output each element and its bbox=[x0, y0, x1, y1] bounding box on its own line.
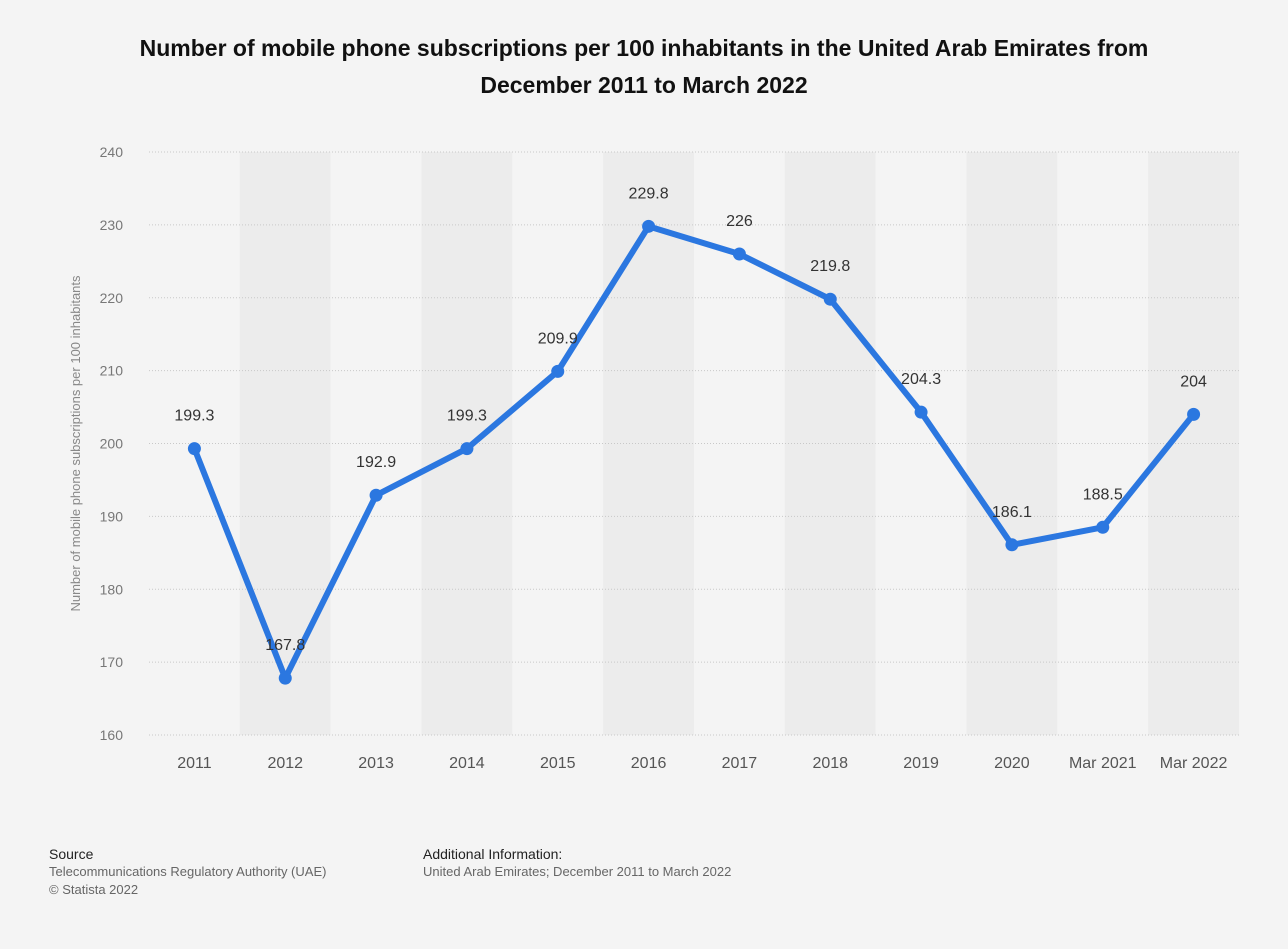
column-band bbox=[966, 152, 1058, 735]
y-tick-label: 190 bbox=[100, 508, 124, 524]
x-tick-label: Mar 2021 bbox=[1069, 755, 1137, 772]
data-label: 226 bbox=[726, 213, 753, 230]
data-label: 204 bbox=[1180, 373, 1207, 390]
x-tick-label: 2017 bbox=[722, 755, 758, 772]
y-tick-label: 160 bbox=[100, 727, 124, 743]
y-tick-label: 210 bbox=[100, 363, 124, 379]
data-label: 204.3 bbox=[901, 371, 941, 388]
data-point bbox=[460, 442, 474, 456]
source-heading: Source bbox=[49, 846, 94, 862]
source-text: Telecommunications Regulatory Authority … bbox=[49, 864, 327, 879]
data-label: 219.8 bbox=[810, 258, 850, 275]
data-point bbox=[914, 405, 928, 419]
data-point bbox=[732, 247, 746, 261]
chart-title: Number of mobile phone subscriptions per… bbox=[139, 35, 1149, 98]
additional-info-block: Additional Information: United Arab Emir… bbox=[423, 845, 731, 881]
x-tick-label: 2020 bbox=[994, 755, 1030, 772]
x-tick-label: 2012 bbox=[267, 755, 303, 772]
column-band bbox=[603, 152, 694, 735]
column-band bbox=[330, 152, 422, 735]
y-tick-label: 240 bbox=[100, 144, 124, 160]
data-label: 229.8 bbox=[629, 185, 669, 202]
x-tick-label: 2016 bbox=[631, 755, 667, 772]
data-label: 186.1 bbox=[992, 504, 1032, 521]
data-point bbox=[1005, 538, 1019, 552]
data-label: 209.9 bbox=[538, 330, 578, 347]
y-tick-label: 180 bbox=[100, 581, 124, 597]
data-label: 188.5 bbox=[1083, 486, 1123, 503]
y-tick-label: 200 bbox=[100, 436, 124, 452]
copyright-text: © Statista 2022 bbox=[49, 882, 139, 897]
x-tick-label: 2019 bbox=[903, 755, 939, 772]
x-tick-label: Mar 2022 bbox=[1160, 755, 1228, 772]
y-tick-label: 220 bbox=[100, 290, 124, 306]
x-tick-label: 2011 bbox=[177, 755, 212, 772]
additional-info-text: United Arab Emirates; December 2011 to M… bbox=[423, 864, 732, 879]
data-point bbox=[278, 671, 292, 685]
data-label: 192.9 bbox=[356, 454, 396, 471]
x-tick-label: 2013 bbox=[358, 755, 394, 772]
y-tick-label: 170 bbox=[100, 654, 124, 670]
data-label: 167.8 bbox=[265, 637, 305, 654]
x-tick-label: 2018 bbox=[812, 755, 848, 772]
x-tick-label: 2015 bbox=[540, 755, 576, 772]
data-point bbox=[187, 442, 201, 456]
source-block: Source Telecommunications Regulatory Aut… bbox=[49, 845, 326, 899]
series-line bbox=[191, 223, 1197, 682]
data-point bbox=[823, 292, 837, 306]
data-point bbox=[369, 488, 383, 502]
additional-info-heading: Additional Information: bbox=[423, 846, 563, 862]
data-point bbox=[642, 219, 656, 233]
column-band bbox=[875, 152, 967, 735]
data-point bbox=[551, 364, 565, 378]
data-point bbox=[1096, 520, 1110, 534]
y-axis-label: Number of mobile phone subscriptions per… bbox=[68, 275, 83, 612]
data-point bbox=[1187, 407, 1201, 421]
data-label: 199.3 bbox=[174, 408, 214, 425]
x-tick-label: 2014 bbox=[449, 755, 485, 772]
data-label: 199.3 bbox=[447, 408, 487, 425]
y-tick-label: 230 bbox=[100, 217, 124, 233]
